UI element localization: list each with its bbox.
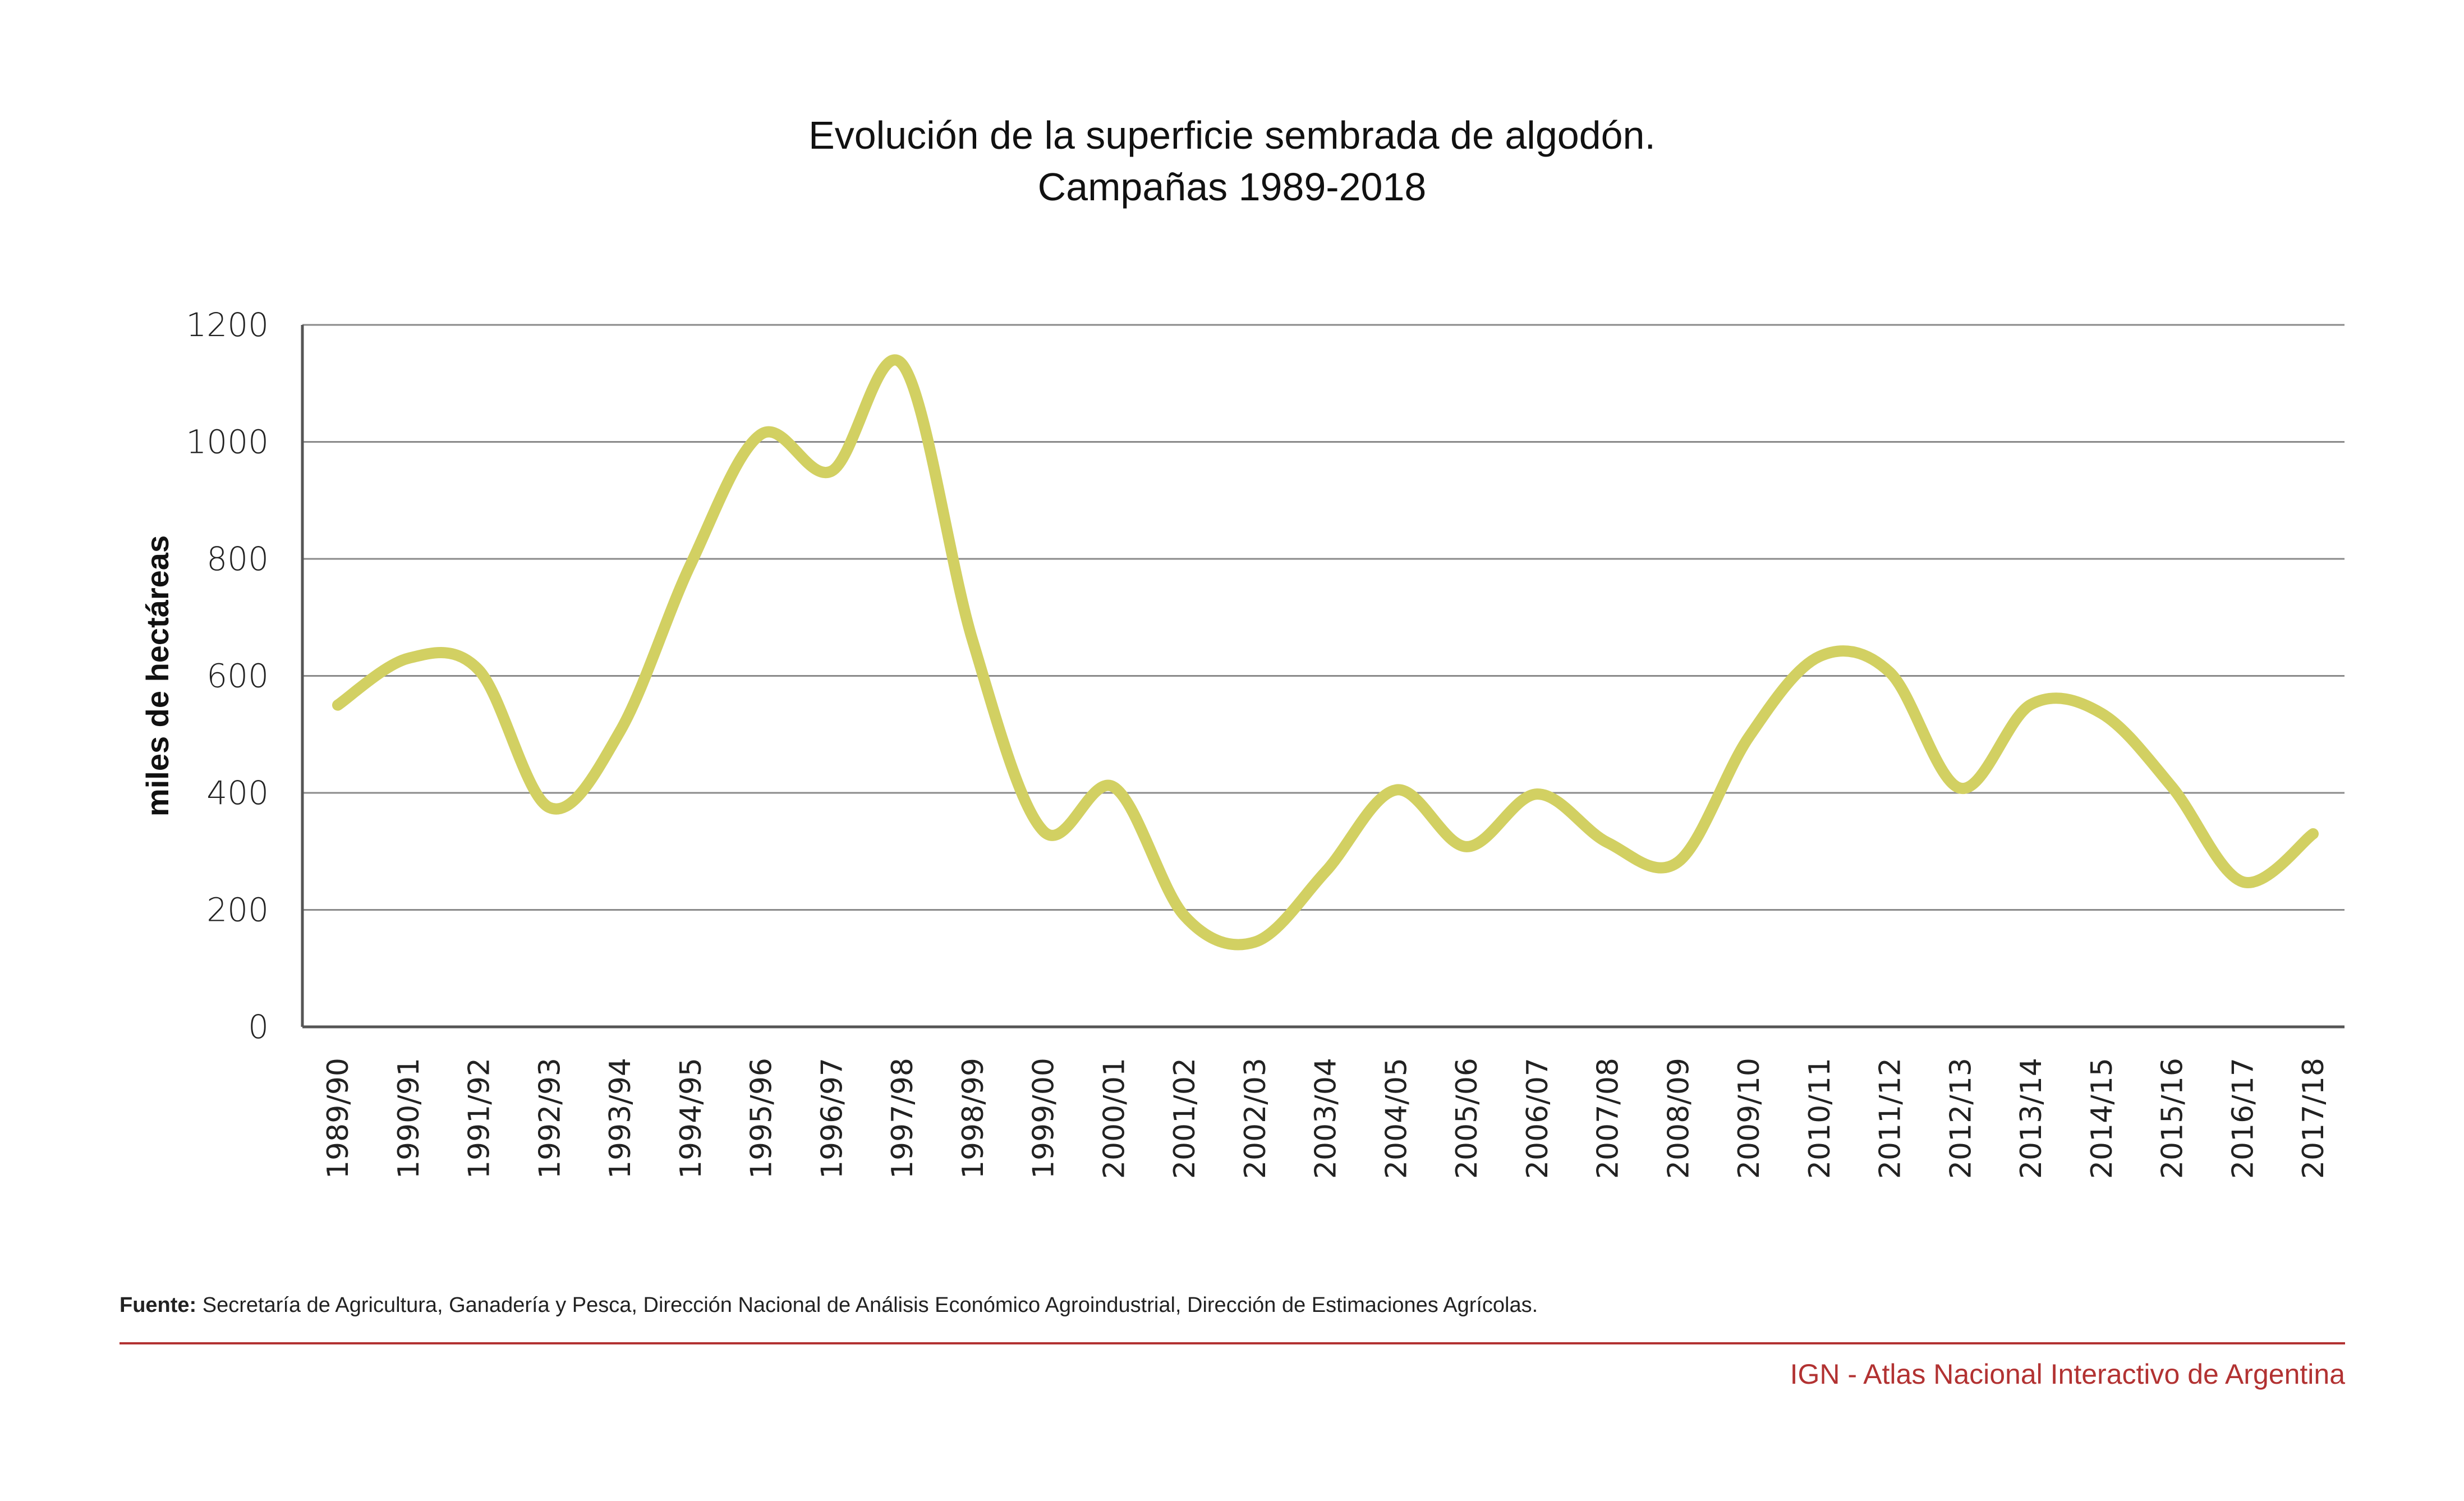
y-tick-label: 1000: [186, 423, 269, 461]
x-tick-label: 2002/03: [1239, 1058, 1272, 1179]
data-point: [1672, 856, 1684, 867]
x-tick-label: 2008/09: [1662, 1058, 1695, 1179]
data-point: [474, 664, 485, 676]
data-point: [1179, 910, 1190, 921]
x-tick-label: 2003/04: [1309, 1058, 1343, 1179]
x-tick-label: 2014/15: [2085, 1058, 2119, 1179]
x-tick-label: 1998/99: [957, 1058, 990, 1179]
chart-title-line1: Evolución de la superficie sembrada de a…: [808, 113, 1656, 157]
data-point: [1038, 825, 1049, 837]
data-point: [2025, 699, 2037, 710]
data-point: [1249, 937, 1261, 948]
data-point: [1532, 788, 1543, 800]
data-point: [756, 429, 767, 440]
data-point: [826, 466, 837, 477]
x-tick-label: 2005/06: [1450, 1058, 1484, 1179]
x-tick-label: 2012/13: [1944, 1058, 1978, 1179]
y-axis-ticks: 0 200 400 600 800 1000 1200: [186, 306, 269, 1046]
x-tick-label: 2000/01: [1097, 1058, 1131, 1179]
data-point: [1814, 651, 1825, 662]
x-tick-label: 2009/10: [1732, 1058, 1766, 1179]
data-point: [967, 635, 978, 646]
x-tick-label: 2007/08: [1592, 1058, 1625, 1179]
gridlines: [302, 324, 2345, 911]
series-line: [332, 354, 2319, 951]
source-note: Fuente: Secretaría de Agricultura, Ganad…: [119, 1293, 1538, 1318]
data-point: [1461, 841, 1472, 852]
data-point: [403, 653, 414, 664]
x-tick-label: 2011/12: [1874, 1058, 1907, 1179]
credit-text: IGN - Atlas Nacional Interactivo de Arge…: [1790, 1358, 2345, 1390]
chart-title: Evolución de la superficie sembrada de a…: [0, 109, 2464, 213]
x-tick-label: 1999/00: [1027, 1058, 1061, 1179]
x-tick-label: 2013/14: [2015, 1058, 2048, 1179]
data-point: [2096, 708, 2107, 719]
x-tick-label: 2010/11: [1803, 1058, 1837, 1179]
y-tick-label: 200: [206, 891, 269, 929]
x-tick-label: 1992/93: [533, 1058, 567, 1179]
source-label: Fuente:: [119, 1293, 197, 1317]
y-tick-label: 800: [206, 540, 269, 578]
x-tick-label: 1990/91: [392, 1058, 426, 1179]
chart-title-line2: Campañas 1989-2018: [1037, 165, 1427, 209]
data-point: [1743, 732, 1754, 743]
x-axis-ticks: 1989/90 1990/91 1991/92 1992/93 1993/94 1994/…: [321, 1058, 2330, 1179]
data-point: [1602, 837, 1613, 848]
data-point: [685, 559, 696, 570]
data-point: [1390, 784, 1401, 796]
y-tick-label: 1200: [186, 306, 269, 344]
x-tick-label: 2006/07: [1521, 1058, 1555, 1179]
x-tick-label: 1991/92: [463, 1058, 497, 1179]
data-point: [2167, 782, 2178, 793]
data-points: [332, 359, 2319, 948]
data-point: [1955, 783, 1966, 794]
source-text: Secretaría de Agricultura, Ganadería y P…: [202, 1293, 1538, 1317]
data-point: [544, 802, 555, 813]
x-tick-label: 2004/05: [1380, 1058, 1413, 1179]
x-tick-label: 2001/02: [1168, 1058, 1202, 1179]
footer-divider: [119, 1342, 2345, 1344]
x-tick-label: 2017/18: [2297, 1058, 2330, 1179]
data-point: [2307, 828, 2319, 839]
y-tick-label: 400: [206, 774, 269, 812]
data-point: [1108, 782, 1119, 793]
data-point: [1884, 667, 1896, 678]
y-tick-label: 600: [206, 657, 269, 695]
y-axis-label: miles de hectáreas: [140, 535, 175, 816]
x-tick-label: 1994/95: [674, 1058, 708, 1179]
x-tick-label: 2016/17: [2226, 1058, 2260, 1179]
x-tick-label: 1989/90: [321, 1058, 355, 1179]
x-tick-label: 1997/98: [886, 1058, 920, 1179]
x-tick-label: 1995/96: [745, 1058, 779, 1179]
x-tick-label: 1996/97: [815, 1058, 849, 1179]
y-tick-label: 0: [248, 1008, 269, 1046]
data-point: [332, 700, 343, 711]
x-tick-label: 1993/94: [604, 1058, 637, 1179]
x-tick-label: 2015/16: [2156, 1058, 2190, 1179]
data-point: [897, 359, 908, 370]
data-point: [1320, 866, 1331, 878]
data-point: [614, 726, 626, 737]
data-point: [2237, 876, 2248, 887]
